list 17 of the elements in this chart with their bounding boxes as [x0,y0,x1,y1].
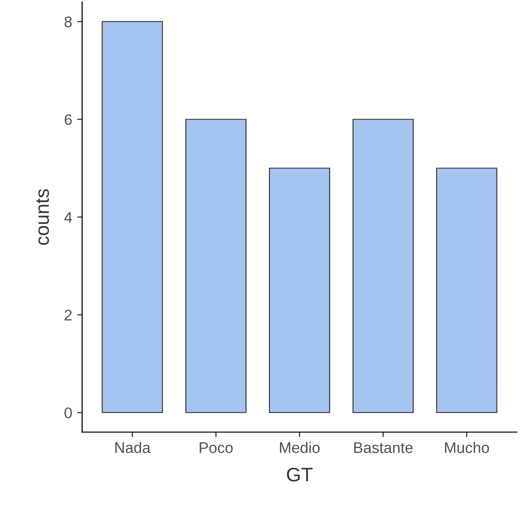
y-axis-title: counts [36,189,49,245]
x-tick-label: Medio [280,442,320,454]
y-tick-label: 6 [64,114,72,126]
bar [352,118,414,414]
x-tick-label: Bastante [354,442,413,454]
bar [185,118,246,414]
y-tick-label: 4 [64,212,72,223]
y-tick-label: 0 [64,407,72,418]
y-tick-label: 8 [64,16,72,28]
x-axis-title: GT [287,468,313,482]
x-tick-label: Nada [115,442,151,454]
bar [268,168,330,414]
bar [102,21,163,414]
bar [436,168,498,414]
x-tick-label: Poco [200,442,233,454]
y-tick-label: 2 [64,310,72,320]
x-tick-label: Mucho [445,442,490,454]
